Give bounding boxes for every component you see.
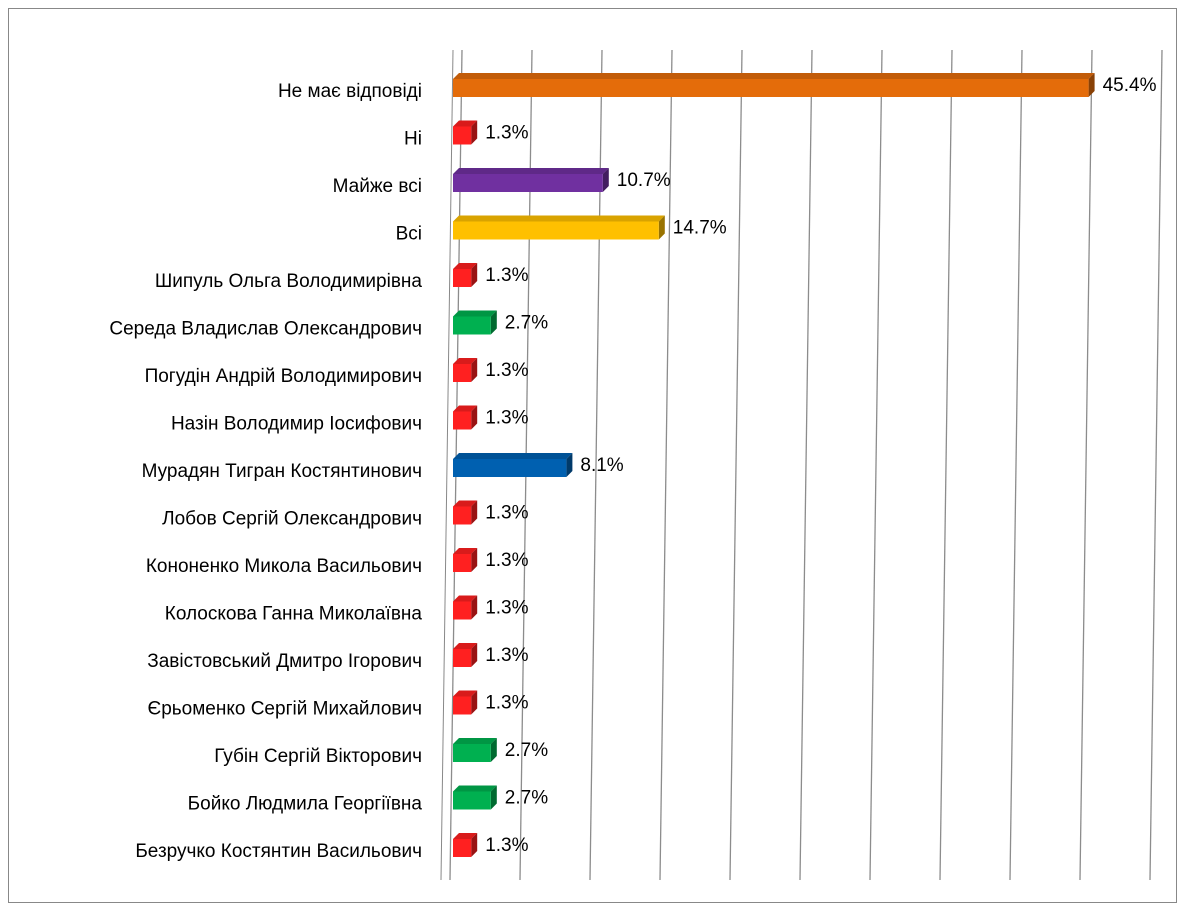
data-label: 1.3% (485, 265, 528, 286)
data-label: 1.3% (485, 360, 528, 381)
bar-top (453, 833, 478, 839)
bar-side (1088, 73, 1095, 97)
bar-top (453, 310, 497, 317)
category-label: Безручко Костянтин Васильович (135, 841, 422, 862)
category-label: Губін Сергій Вікторович (214, 746, 422, 767)
bar-side (490, 310, 497, 335)
grid-line (939, 49, 953, 881)
data-label: 1.3% (485, 693, 528, 714)
category-label: Всі (396, 224, 422, 245)
category-label: Середа Владислав Олександрович (109, 319, 422, 340)
bar (453, 174, 603, 192)
data-label: 1.3% (485, 598, 528, 619)
bar-top (453, 595, 478, 602)
data-label: 10.7% (617, 170, 671, 191)
bar-top (453, 73, 1095, 79)
data-label: 1.3% (485, 123, 528, 144)
bar-side (471, 643, 478, 667)
bar-side (471, 690, 478, 715)
bar-top (453, 453, 573, 459)
category-label: Погудін Андрій Володимирович (145, 366, 422, 387)
grid-line (659, 49, 673, 881)
bar (453, 459, 567, 477)
bar-side (471, 263, 478, 287)
bar-side (471, 120, 478, 145)
category-label: Кононенко Микола Васильович (146, 556, 422, 577)
bar-top (453, 358, 478, 364)
bar-top (453, 643, 478, 649)
bar-top (453, 120, 478, 127)
bar (453, 364, 472, 382)
bar (453, 316, 491, 335)
bar (453, 601, 472, 620)
bar-side (566, 453, 573, 477)
bar (453, 744, 491, 762)
bar-side (490, 785, 497, 810)
grid-line (1149, 49, 1163, 881)
category-label: Мурадян Тигран Костянтинович (142, 461, 422, 482)
data-label: 1.3% (485, 503, 528, 524)
bar-side (471, 548, 478, 572)
bar-top (453, 405, 478, 412)
bar-side (471, 405, 478, 430)
bar (453, 506, 472, 525)
category-label: Шипуль Ольга Володимирівна (155, 271, 423, 292)
data-label: 1.3% (485, 408, 528, 429)
category-label: Єрьоменко Сергій Михайлович (148, 699, 422, 720)
data-label: 1.3% (485, 835, 528, 856)
bar-top (453, 785, 497, 792)
bar-side (602, 168, 609, 192)
data-label: 2.7% (505, 740, 548, 761)
bar-top (453, 500, 478, 507)
bar-side (471, 595, 478, 620)
bar (453, 839, 472, 857)
bar (453, 221, 659, 240)
data-label: 8.1% (580, 455, 623, 476)
bar (453, 791, 491, 810)
bar (453, 126, 472, 145)
category-label: Не має відповіді (278, 81, 422, 102)
grid-line (799, 49, 813, 881)
bar (453, 649, 472, 667)
category-label: Бойко Людмила Георгіївна (188, 794, 423, 815)
data-label: 14.7% (673, 218, 727, 239)
bar (453, 411, 472, 430)
bar-top (453, 215, 665, 222)
bar (453, 79, 1089, 97)
bar (453, 554, 472, 572)
category-label: Колоскова Ганна Миколаївна (165, 604, 423, 625)
bar-side (490, 738, 497, 762)
grid-line (869, 49, 883, 881)
category-label: Майже всі (333, 176, 422, 197)
bar-top (453, 548, 478, 554)
bar-side (471, 500, 478, 525)
bar-top (453, 168, 609, 174)
category-label: Ні (404, 129, 422, 150)
bar (453, 696, 472, 715)
bar-side (658, 215, 665, 240)
bar-top (453, 690, 478, 697)
data-label: 2.7% (505, 313, 548, 334)
axis-wall (440, 49, 454, 881)
category-label: Назін Володимир Іосифович (171, 414, 422, 435)
bar (453, 269, 472, 287)
grid-line (1009, 49, 1023, 881)
category-label: Лобов Сергій Олександрович (162, 509, 422, 530)
bar-top (453, 738, 497, 744)
data-label: 45.4% (1103, 75, 1157, 96)
chart-border (8, 8, 1177, 903)
data-label: 2.7% (505, 788, 548, 809)
bar-side (471, 358, 478, 382)
data-label: 1.3% (485, 550, 528, 571)
grid-line (729, 49, 743, 881)
data-label: 1.3% (485, 645, 528, 666)
category-label: Завістовський Дмитро Ігорович (147, 651, 422, 672)
grid-line (1079, 49, 1093, 881)
bar-side (471, 833, 478, 857)
bar-top (453, 263, 478, 269)
